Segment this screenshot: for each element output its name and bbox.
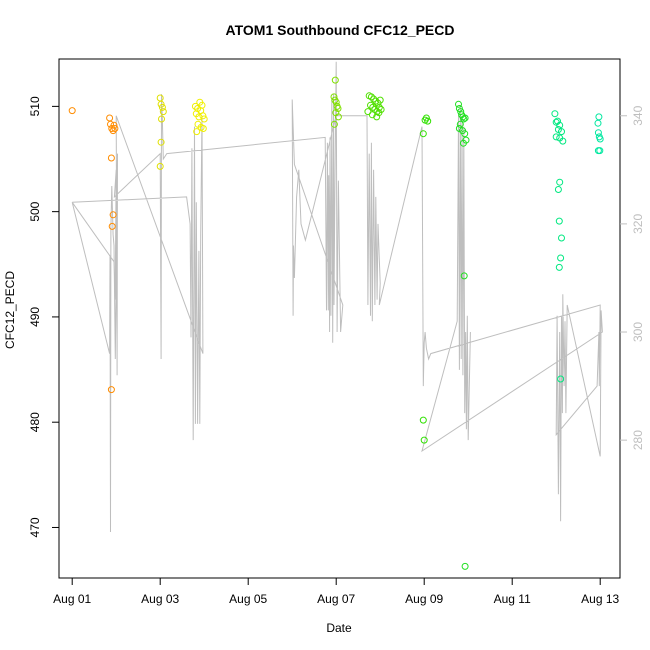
x-tick-label: Aug 05: [229, 592, 267, 606]
data-point: [556, 178, 564, 186]
data-point: [373, 113, 381, 121]
data-point: [156, 162, 164, 170]
x-axis: Aug 01 Aug 03 Aug 05 Aug 07 Aug 09 Aug 11 Aug …: [53, 577, 620, 606]
data-point: [554, 186, 562, 193]
x-tick-label: Aug 01: [53, 592, 91, 606]
data-point: [554, 117, 561, 125]
data-point: [332, 98, 340, 106]
data-point: [594, 129, 602, 137]
x-tick-label: Aug 09: [405, 592, 443, 606]
data-point: [456, 120, 464, 128]
data-point: [158, 115, 165, 123]
y-axis-label: CFC12_PECD: [3, 271, 17, 349]
data-point: [596, 147, 604, 155]
data-point: [459, 139, 467, 147]
data-point: [157, 100, 165, 108]
y-tick-label: 470: [28, 517, 42, 537]
data-point: [421, 116, 429, 124]
data-point: [461, 130, 469, 138]
data-point: [419, 416, 427, 424]
y2-tick-label: 280: [631, 430, 645, 450]
data-point: [461, 114, 469, 122]
data-point: [555, 263, 563, 271]
data-point: [367, 93, 375, 101]
data-point: [109, 127, 117, 135]
point-series-layer: [68, 76, 604, 570]
data-point: [461, 562, 469, 570]
data-point: [158, 103, 166, 111]
data-point: [369, 103, 377, 111]
chart-title: ATOM1 Southbound CFC12_PECD: [226, 22, 455, 38]
x-tick-label: Aug 07: [317, 592, 355, 606]
x-tick-label: Aug 03: [141, 592, 179, 606]
data-point: [108, 222, 116, 230]
data-point: [107, 386, 115, 394]
data-point: [373, 108, 381, 116]
data-point: [455, 105, 463, 112]
data-point: [370, 95, 378, 103]
x-tick-label: Aug 11: [494, 592, 531, 606]
data-point: [334, 113, 342, 121]
data-point: [110, 121, 118, 129]
data-point: [552, 133, 560, 141]
y-tick-label: 490: [28, 307, 42, 327]
data-point: [551, 110, 559, 118]
data-point: [191, 102, 199, 110]
y-tick-label: 510: [28, 96, 42, 116]
data-point: [159, 108, 167, 116]
data-point: [375, 103, 383, 111]
data-point: [330, 120, 338, 128]
data-point: [334, 105, 342, 112]
y2-tick-label: 300: [631, 322, 645, 342]
x-tick-label: Aug 13: [581, 592, 619, 606]
data-point: [331, 76, 339, 84]
data-point: [367, 101, 374, 109]
data-point: [372, 97, 380, 105]
data-point: [559, 137, 567, 145]
data-point: [107, 120, 114, 128]
data-point: [364, 108, 372, 116]
data-point: [460, 272, 468, 280]
y-axis-right: 280 300 320 340: [620, 105, 645, 450]
data-point: [376, 96, 384, 104]
data-point: [199, 125, 207, 132]
data-point: [111, 125, 119, 132]
data-point: [557, 375, 565, 383]
data-point: [556, 121, 564, 129]
x-axis-label: Date: [326, 621, 352, 635]
data-point: [420, 436, 428, 444]
data-point: [557, 254, 565, 262]
trace-line: [71, 61, 603, 533]
data-point: [375, 109, 383, 117]
line-series-layer: [71, 61, 603, 533]
data-point: [157, 138, 165, 146]
data-point: [596, 135, 604, 143]
y-axis-left: 470 480 490 500 510: [28, 96, 60, 537]
data-point: [594, 119, 602, 127]
y-tick-label: 480: [28, 412, 42, 432]
y2-tick-label: 340: [631, 105, 645, 125]
data-point: [460, 115, 468, 123]
data-point: [455, 125, 463, 132]
y2-tick-label: 320: [631, 214, 645, 234]
data-point: [68, 107, 76, 115]
data-point: [107, 154, 115, 162]
data-point: [555, 217, 563, 225]
data-point: [199, 112, 207, 120]
data-point: [200, 115, 208, 123]
y-tick-label: 500: [28, 201, 42, 221]
data-point: [193, 128, 201, 136]
data-point: [109, 211, 117, 219]
data-point: [455, 100, 462, 108]
data-point: [558, 128, 565, 136]
data-point: [419, 130, 427, 138]
data-point: [558, 234, 565, 242]
